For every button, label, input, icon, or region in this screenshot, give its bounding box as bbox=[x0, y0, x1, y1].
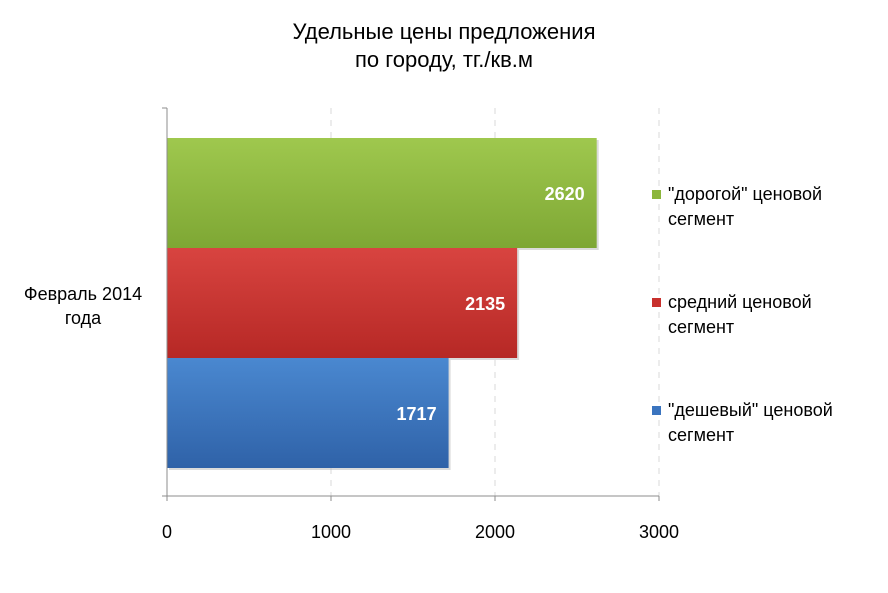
bar-value-label-expensive: 2620 bbox=[545, 184, 585, 204]
legend-text-cheap-line-2: сегмент bbox=[668, 425, 735, 445]
legend-text-middle-line-1: средний ценовой bbox=[668, 292, 812, 312]
x-tick-label-2000: 2000 bbox=[475, 522, 515, 542]
legend-swatch-middle bbox=[652, 298, 661, 307]
legend-swatch-cheap bbox=[652, 406, 661, 415]
legend-swatch-expensive bbox=[652, 190, 661, 199]
bar-value-label-middle: 2135 bbox=[465, 294, 505, 314]
bar-middle bbox=[167, 248, 518, 358]
legend-text-cheap-line-1: "дешевый" ценовой bbox=[668, 400, 833, 420]
category-label-line-2: года bbox=[64, 308, 102, 328]
x-tick-label-3000: 3000 bbox=[639, 522, 679, 542]
legend-text-middle: средний ценовой сегмент bbox=[668, 290, 882, 340]
bars: 2620 2135 1717 bbox=[167, 138, 599, 470]
legend-text-cheap: "дешевый" ценовой сегмент bbox=[668, 398, 882, 448]
axes bbox=[162, 107, 660, 501]
category-label-line-1: Февраль 2014 bbox=[23, 284, 143, 304]
legend-text-expensive-line-1: "дорогой" ценовой bbox=[668, 184, 823, 204]
category-label: Февраль 2014 года bbox=[8, 282, 158, 330]
chart-title: Удельные цены предложения по городу, тг.… bbox=[0, 18, 888, 74]
chart-title-line-2: по городу, тг./кв.м bbox=[354, 47, 534, 72]
legend-text-expensive: "дорогой" ценовой сегмент bbox=[668, 182, 882, 232]
tick-labels: 0 1000 2000 3000 bbox=[162, 522, 679, 542]
bar-value-label-cheap: 1717 bbox=[397, 404, 437, 424]
x-tick-label-1000: 1000 bbox=[311, 522, 351, 542]
legend-text-middle-line-2: сегмент bbox=[668, 317, 735, 337]
chart-title-line-1: Удельные цены предложения bbox=[292, 19, 596, 44]
bar-cheap bbox=[167, 358, 449, 468]
bar-expensive bbox=[167, 138, 597, 248]
x-tick-label-0: 0 bbox=[162, 522, 172, 542]
legend-text-expensive-line-2: сегмент bbox=[668, 209, 735, 229]
